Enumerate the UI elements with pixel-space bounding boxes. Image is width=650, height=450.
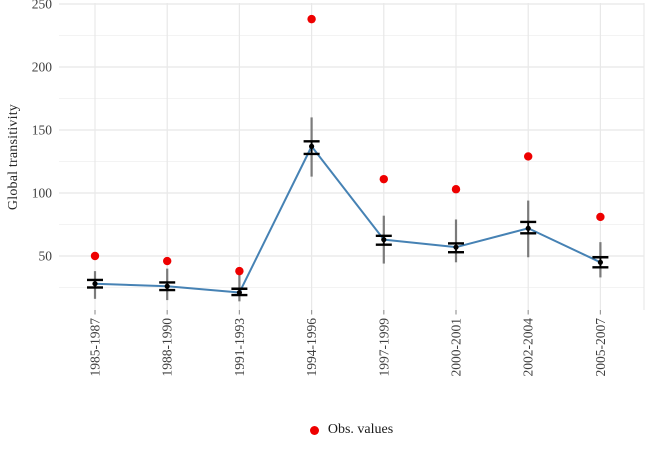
- y-tick-label: 200: [32, 60, 53, 75]
- x-tick-label: 1994-1996: [304, 318, 319, 377]
- obs-point: [90, 251, 100, 261]
- legend-obs-marker-icon: [309, 425, 319, 435]
- estimate-point: [236, 289, 242, 296]
- obs-point: [451, 185, 461, 194]
- obs-point: [235, 266, 244, 276]
- y-axis-title-box: Global transitivity: [4, 26, 24, 288]
- y-axis-title: Global transitivity: [6, 103, 21, 211]
- estimate-point: [164, 283, 170, 289]
- estimate-point: [453, 244, 459, 250]
- estimate-point: [309, 143, 315, 149]
- y-tick-label: 50: [39, 249, 53, 264]
- estimate-point: [597, 259, 604, 265]
- obs-point: [524, 152, 533, 161]
- x-tick-label: 1997-1999: [376, 318, 391, 377]
- legend-obs-label: Obs. values: [327, 422, 394, 437]
- x-tick-label: 2000-2001: [449, 318, 464, 377]
- x-tick-label: 1991-1993: [232, 318, 247, 377]
- legend: Obs. values: [59, 417, 644, 443]
- x-tick-label: 2005-2007: [593, 318, 608, 377]
- obs-point: [379, 174, 388, 184]
- x-tick-label: 2002-2004: [521, 318, 536, 377]
- obs-point: [307, 14, 316, 24]
- estimate-line: [94, 145, 601, 294]
- estimate-point: [92, 281, 98, 287]
- y-tick-label: 150: [32, 123, 53, 138]
- y-tick-label: 100: [32, 186, 53, 201]
- x-tick-label: 1985-1987: [88, 318, 103, 377]
- estimate-point: [381, 237, 387, 243]
- obs-point: [163, 256, 172, 266]
- x-tick-label: 1988-1990: [160, 318, 175, 377]
- estimate-point: [525, 225, 531, 231]
- obs-point: [596, 212, 605, 222]
- y-tick-label: 250: [32, 0, 53, 12]
